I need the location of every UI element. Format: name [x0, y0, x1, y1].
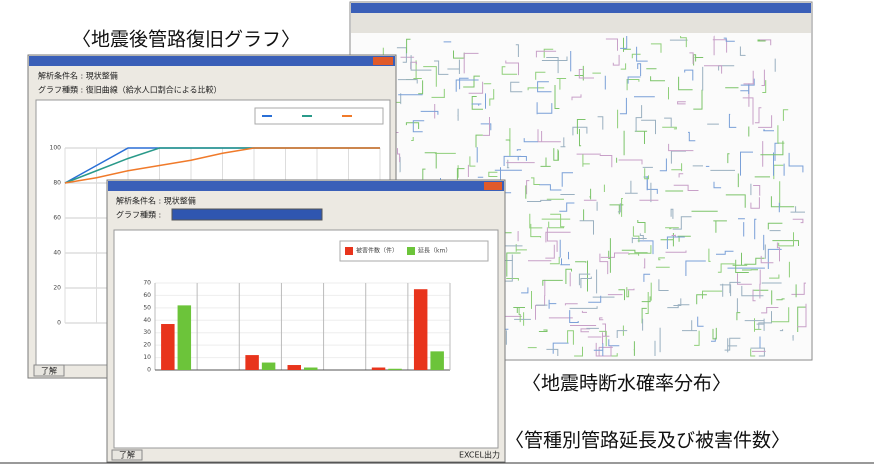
- page: 〈地震後管路復旧グラフ〉 〈地震時断水確率分布〉 〈管種別管路延長及び被害件数〉…: [0, 0, 874, 470]
- y-tick-label: 20: [143, 342, 151, 349]
- title-bar: [108, 181, 504, 191]
- graph-label: グラフ種類 : 復旧曲線（給水人口割合による比較）: [38, 85, 222, 95]
- bar: [388, 369, 401, 370]
- y-tick-label: 70: [143, 280, 151, 287]
- condition-label: 解析条件名 : 現状整備: [38, 71, 118, 81]
- close-button[interactable]: [373, 57, 393, 65]
- bar: [304, 368, 317, 370]
- close-button[interactable]: [484, 182, 502, 190]
- legend-swatch: [345, 247, 353, 255]
- bar: [430, 351, 443, 370]
- condition-label: 解析条件名 : 現状整備: [116, 196, 196, 206]
- legend-swatch: [407, 247, 415, 255]
- caption: 〈地震時断水確率分布〉: [522, 373, 731, 395]
- bar: [262, 363, 275, 370]
- y-tick-label: 40: [143, 317, 151, 324]
- title-bar: [351, 3, 811, 13]
- title-bar: [29, 56, 395, 66]
- y-tick-label: 20: [53, 285, 61, 292]
- damage-window: 解析条件名 : 現状整備 グラフ種類 : 0 10 20 30 40 50 60 70 被害件数…: [107, 180, 505, 462]
- y-tick-label: 50: [143, 304, 151, 311]
- bar: [414, 289, 427, 370]
- legend: [255, 108, 383, 124]
- y-tick-label: 10: [143, 354, 151, 361]
- graph-label: グラフ種類 :: [116, 210, 161, 220]
- bar: [288, 365, 301, 370]
- y-tick-label: 60: [53, 215, 61, 222]
- y-tick-label: 0: [57, 320, 61, 327]
- graph-select[interactable]: [172, 209, 322, 220]
- y-tick-label: 100: [50, 145, 62, 152]
- toolbar: [351, 13, 811, 33]
- bar: [245, 355, 258, 370]
- button-label: 了解: [41, 366, 57, 376]
- y-tick-label: 30: [143, 329, 151, 336]
- y-tick-label: 40: [53, 250, 61, 257]
- bar: [372, 368, 385, 370]
- y-tick-label: 60: [143, 292, 151, 299]
- bar: [178, 305, 191, 370]
- y-tick-label: 0: [147, 367, 151, 374]
- button-label: 了解: [119, 450, 135, 460]
- excel-button[interactable]: EXCEL出力: [459, 450, 500, 460]
- bar: [161, 324, 174, 370]
- caption: 〈地震後管路復旧グラフ〉: [72, 29, 300, 51]
- legend-label: 延長（km）: [418, 247, 451, 255]
- y-tick-label: 80: [53, 180, 61, 187]
- legend-label: 被害件数（件）: [356, 247, 398, 255]
- caption: 〈管種別管路延長及び被害件数〉: [505, 430, 790, 452]
